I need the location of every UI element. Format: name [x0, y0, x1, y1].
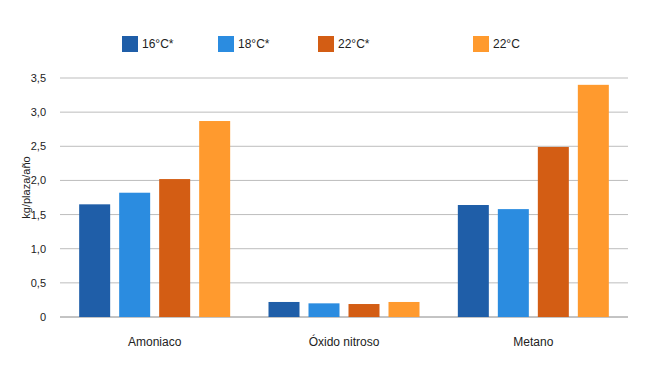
bar	[538, 147, 569, 317]
bar	[349, 304, 380, 317]
y-tick-label: 0,5	[31, 277, 46, 289]
legend-swatch	[122, 36, 138, 52]
x-tick-label: Metano	[513, 335, 553, 349]
bar	[199, 121, 230, 317]
bar	[119, 193, 150, 317]
legend-label: 22°C*	[338, 37, 370, 51]
y-tick-label: 2,0	[31, 174, 46, 186]
bar	[458, 205, 489, 317]
y-tick-label: 2,5	[31, 140, 46, 152]
legend-swatch	[218, 36, 234, 52]
y-tick-label: 1,5	[31, 209, 46, 221]
x-tick-label: Amoniaco	[128, 335, 182, 349]
grid-line	[60, 78, 628, 79]
y-tick-label: 3,5	[31, 72, 46, 84]
bar	[269, 302, 300, 317]
bar	[79, 204, 110, 317]
bar	[309, 303, 340, 317]
bar	[389, 302, 420, 317]
bar	[498, 209, 529, 317]
bar	[578, 85, 609, 317]
legend-label: 18°C*	[238, 37, 270, 51]
x-tick-label: Óxido nitroso	[309, 334, 380, 349]
legend-label: 16°C*	[142, 37, 174, 51]
bar	[159, 179, 190, 317]
legend-swatch	[318, 36, 334, 52]
bars	[79, 85, 609, 317]
y-tick-label: 3,0	[31, 106, 46, 118]
chart-svg: 0 0,5 1,0 1,5 2,0 2,5 3,0 3,5 kg/plaza/año Amonia…	[0, 0, 650, 366]
grid-line	[60, 146, 628, 147]
y-tick-label: 1,0	[31, 243, 46, 255]
y-axis-label: kg/plaza/año	[20, 156, 32, 218]
legend-label: 22°C	[493, 37, 520, 51]
chart-container: 0 0,5 1,0 1,5 2,0 2,5 3,0 3,5 kg/plaza/año Amonia…	[0, 0, 650, 366]
grid-line	[60, 112, 628, 113]
y-tick-label: 0	[40, 311, 46, 323]
legend-swatch	[473, 36, 489, 52]
